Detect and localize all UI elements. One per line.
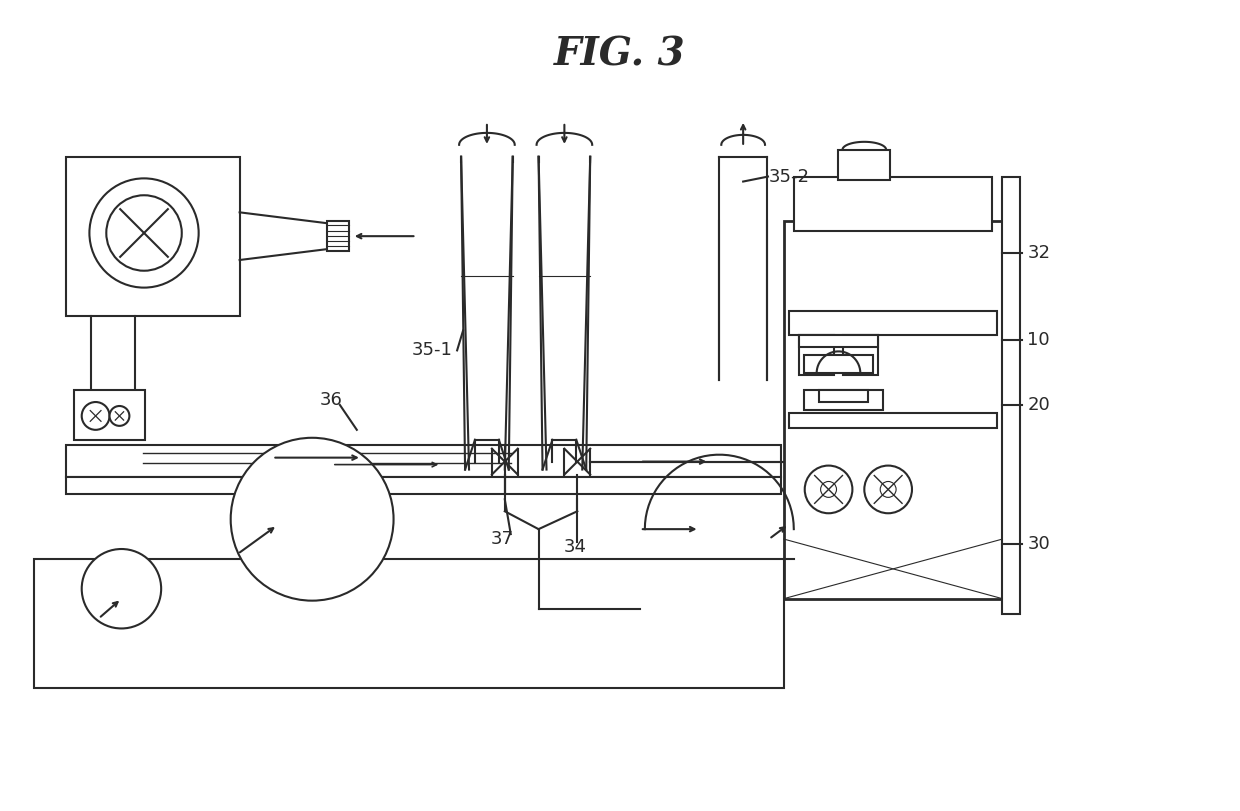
Bar <box>804 355 873 373</box>
Circle shape <box>107 195 182 271</box>
Bar <box>327 221 348 251</box>
Text: 32: 32 <box>1027 244 1050 262</box>
Bar <box>799 336 878 347</box>
Circle shape <box>82 402 109 430</box>
Bar <box>66 477 781 495</box>
Bar <box>789 311 997 336</box>
Circle shape <box>231 438 393 601</box>
Bar <box>66 444 781 477</box>
Bar <box>789 413 997 428</box>
Bar <box>794 177 992 231</box>
Circle shape <box>880 482 897 497</box>
Text: 34: 34 <box>563 538 587 556</box>
Bar <box>33 559 784 688</box>
Bar <box>784 221 1002 599</box>
Bar <box>66 157 239 315</box>
Bar <box>843 336 878 375</box>
Circle shape <box>89 178 198 288</box>
Text: 37: 37 <box>491 530 513 548</box>
Text: 35-2: 35-2 <box>769 168 810 186</box>
Text: 10: 10 <box>1027 332 1050 350</box>
Text: 20: 20 <box>1027 396 1050 414</box>
Bar <box>73 390 145 440</box>
Circle shape <box>864 466 911 513</box>
Bar <box>804 390 883 410</box>
Text: FIG. 3: FIG. 3 <box>554 36 686 74</box>
Text: 36: 36 <box>320 391 343 409</box>
Bar <box>1002 177 1021 614</box>
Circle shape <box>82 549 161 629</box>
Bar <box>799 336 833 375</box>
Circle shape <box>821 482 837 497</box>
Text: 35-1: 35-1 <box>412 341 453 359</box>
Bar <box>838 150 890 179</box>
Text: 30: 30 <box>1027 535 1050 553</box>
Circle shape <box>805 466 852 513</box>
Circle shape <box>109 406 129 426</box>
Bar <box>818 390 868 402</box>
